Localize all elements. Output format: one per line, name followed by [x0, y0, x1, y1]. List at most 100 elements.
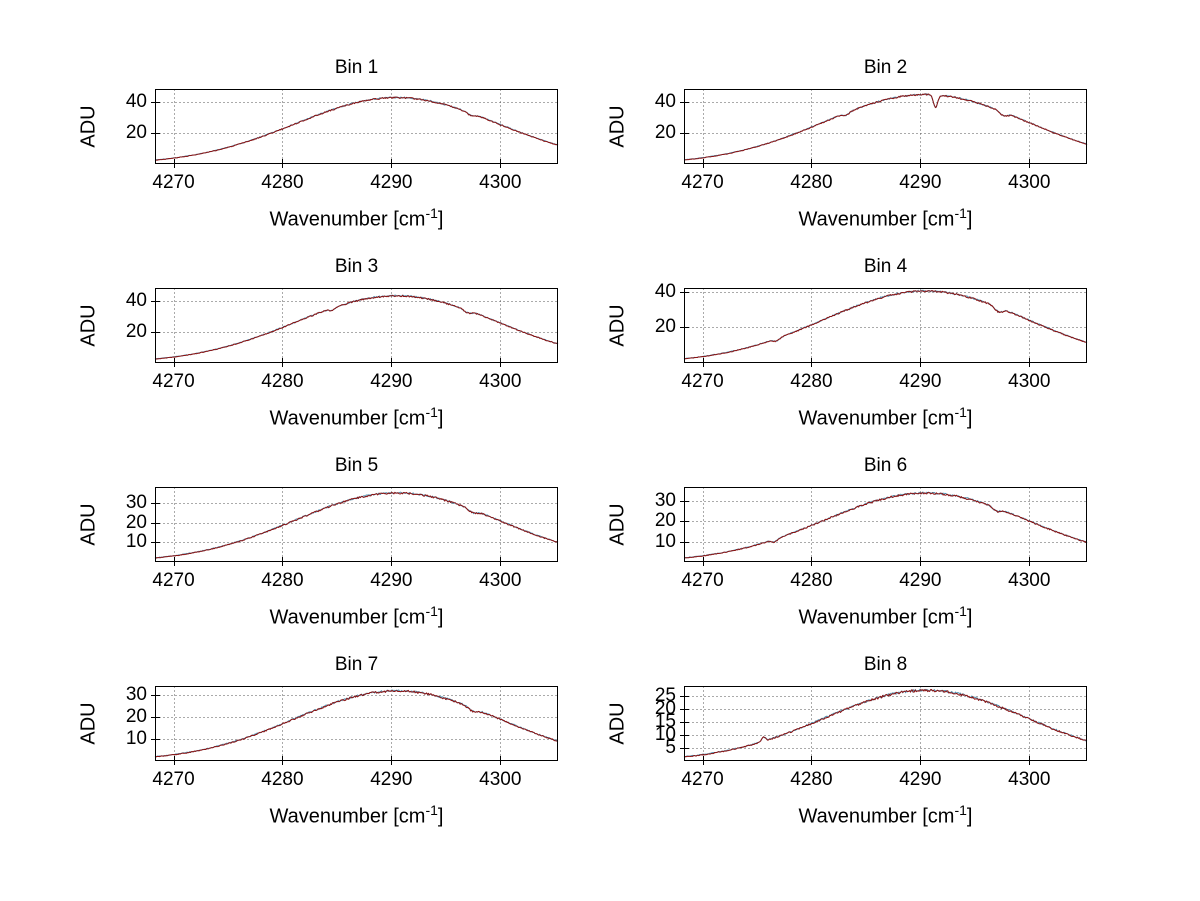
x-tick-label: 4300 [479, 371, 522, 392]
spectrum-line [154, 689, 559, 758]
gridlines [684, 686, 1087, 761]
y-axis-label-text: ADU [77, 503, 100, 546]
x-tick-label: 4270 [152, 769, 195, 790]
subplot-title: Bin 2 [863, 57, 908, 78]
x-tick-label: 4270 [152, 371, 195, 392]
x-axis-label-suffix: ] [966, 805, 973, 828]
y-tick-label: 40 [125, 90, 147, 112]
x-axis-label-suffix: ] [437, 606, 444, 629]
spectrum-line [154, 294, 559, 360]
x-tick-label: 4300 [479, 570, 522, 591]
spectrum-line [154, 96, 559, 161]
x-axis-label-prefix: Wavenumber [cm [269, 606, 426, 629]
gridlines [155, 487, 558, 562]
x-axis-label-superscript: -1 [425, 603, 438, 619]
x-tick-label: 4270 [152, 570, 195, 591]
x-tick-label: 4280 [261, 570, 304, 591]
plot-area-bin-4 [680, 288, 1088, 367]
x-axis-label: Wavenumber [cm-1] [684, 401, 1087, 430]
y-tick-label: 20 [654, 121, 676, 143]
x-axis-label-superscript: -1 [954, 802, 967, 818]
x-axis-label: Wavenumber [cm-1] [684, 799, 1087, 828]
x-tick-label: 4300 [1008, 769, 1051, 790]
gridlines [155, 89, 558, 164]
spectrum-line [683, 290, 1088, 360]
subplot-title: Bin 6 [863, 455, 908, 476]
x-axis-label-superscript: -1 [954, 404, 967, 420]
y-tick-label: 30 [125, 491, 147, 513]
y-tick-label: 25 [654, 685, 676, 707]
plot-area-bin-7 [151, 686, 559, 765]
axes-frame [684, 89, 1087, 164]
spectrum-line [683, 492, 1088, 559]
subplot-title: Bin 3 [334, 256, 379, 277]
axes-frame [684, 288, 1087, 363]
y-tick-label: 20 [125, 121, 147, 143]
axes-frame [155, 686, 558, 761]
x-tick-label: 4280 [790, 172, 833, 193]
y-tick-label: 30 [654, 490, 676, 512]
subplot-title: Bin 5 [334, 455, 379, 476]
x-tick-label: 4280 [261, 172, 304, 193]
y-tick-label: 20 [654, 510, 676, 532]
x-axis-label-suffix: ] [437, 805, 444, 828]
y-tick-label: 20 [125, 705, 147, 727]
x-tick-label: 4280 [790, 769, 833, 790]
y-axis-label: ADU [77, 487, 101, 562]
x-tick-label: 4280 [790, 371, 833, 392]
x-tick-label: 4290 [370, 769, 413, 790]
x-tick-label: 4270 [681, 371, 724, 392]
x-tick-label: 4290 [899, 769, 942, 790]
x-tick-label: 4300 [1008, 371, 1051, 392]
x-tick-label: 4280 [790, 570, 833, 591]
gridlines [684, 89, 1087, 164]
y-tick-label: 20 [125, 511, 147, 533]
spectrum-line [683, 93, 1088, 161]
plot-area-bin-6 [680, 487, 1088, 566]
x-axis-label: Wavenumber [cm-1] [155, 401, 558, 430]
x-axis-label-superscript: -1 [425, 404, 438, 420]
x-tick-label: 4270 [152, 172, 195, 193]
y-axis-label-text: ADU [77, 702, 100, 745]
y-axis-label: ADU [77, 89, 101, 164]
y-tick-label: 10 [125, 727, 147, 749]
x-axis-label-superscript: -1 [954, 603, 967, 619]
x-axis-label-suffix: ] [437, 407, 444, 430]
x-tick-label: 4290 [370, 172, 413, 193]
x-axis-label-prefix: Wavenumber [cm [269, 805, 426, 828]
gridlines [684, 288, 1087, 363]
x-axis-label-superscript: -1 [425, 205, 438, 221]
y-axis-label: ADU [77, 686, 101, 761]
axes-frame [684, 686, 1087, 761]
x-axis-label-prefix: Wavenumber [cm [269, 407, 426, 430]
x-axis-label: Wavenumber [cm-1] [155, 202, 558, 231]
x-tick-label: 4300 [479, 769, 522, 790]
axes-frame [684, 487, 1087, 562]
x-tick-label: 4290 [370, 570, 413, 591]
y-axis-label-text: ADU [77, 304, 100, 347]
subplot-title: Bin 7 [334, 654, 379, 675]
y-tick-label: 30 [125, 683, 147, 705]
x-axis-label-prefix: Wavenumber [cm [798, 208, 955, 231]
subplot-title: Bin 1 [334, 57, 379, 78]
x-tick-label: 4290 [899, 570, 942, 591]
axes-frame [155, 288, 558, 363]
y-axis-label: ADU [606, 89, 630, 164]
y-tick-label: 10 [654, 530, 676, 552]
x-axis-label-suffix: ] [966, 208, 973, 231]
plot-area-bin-3 [151, 288, 559, 367]
x-axis-label-prefix: Wavenumber [cm [798, 606, 955, 629]
x-axis-label-superscript: -1 [954, 205, 967, 221]
y-tick-label: 20 [125, 320, 147, 342]
gridlines [155, 288, 558, 363]
x-tick-label: 4270 [681, 769, 724, 790]
y-axis-label-text: ADU [77, 105, 100, 148]
x-tick-label: 4280 [261, 371, 304, 392]
y-axis-label-text: ADU [606, 702, 629, 745]
spectrum-line [154, 491, 559, 559]
x-tick-label: 4300 [1008, 570, 1051, 591]
x-axis-label-prefix: Wavenumber [cm [798, 407, 955, 430]
x-axis-label: Wavenumber [cm-1] [155, 600, 558, 629]
x-axis-label-suffix: ] [437, 208, 444, 231]
